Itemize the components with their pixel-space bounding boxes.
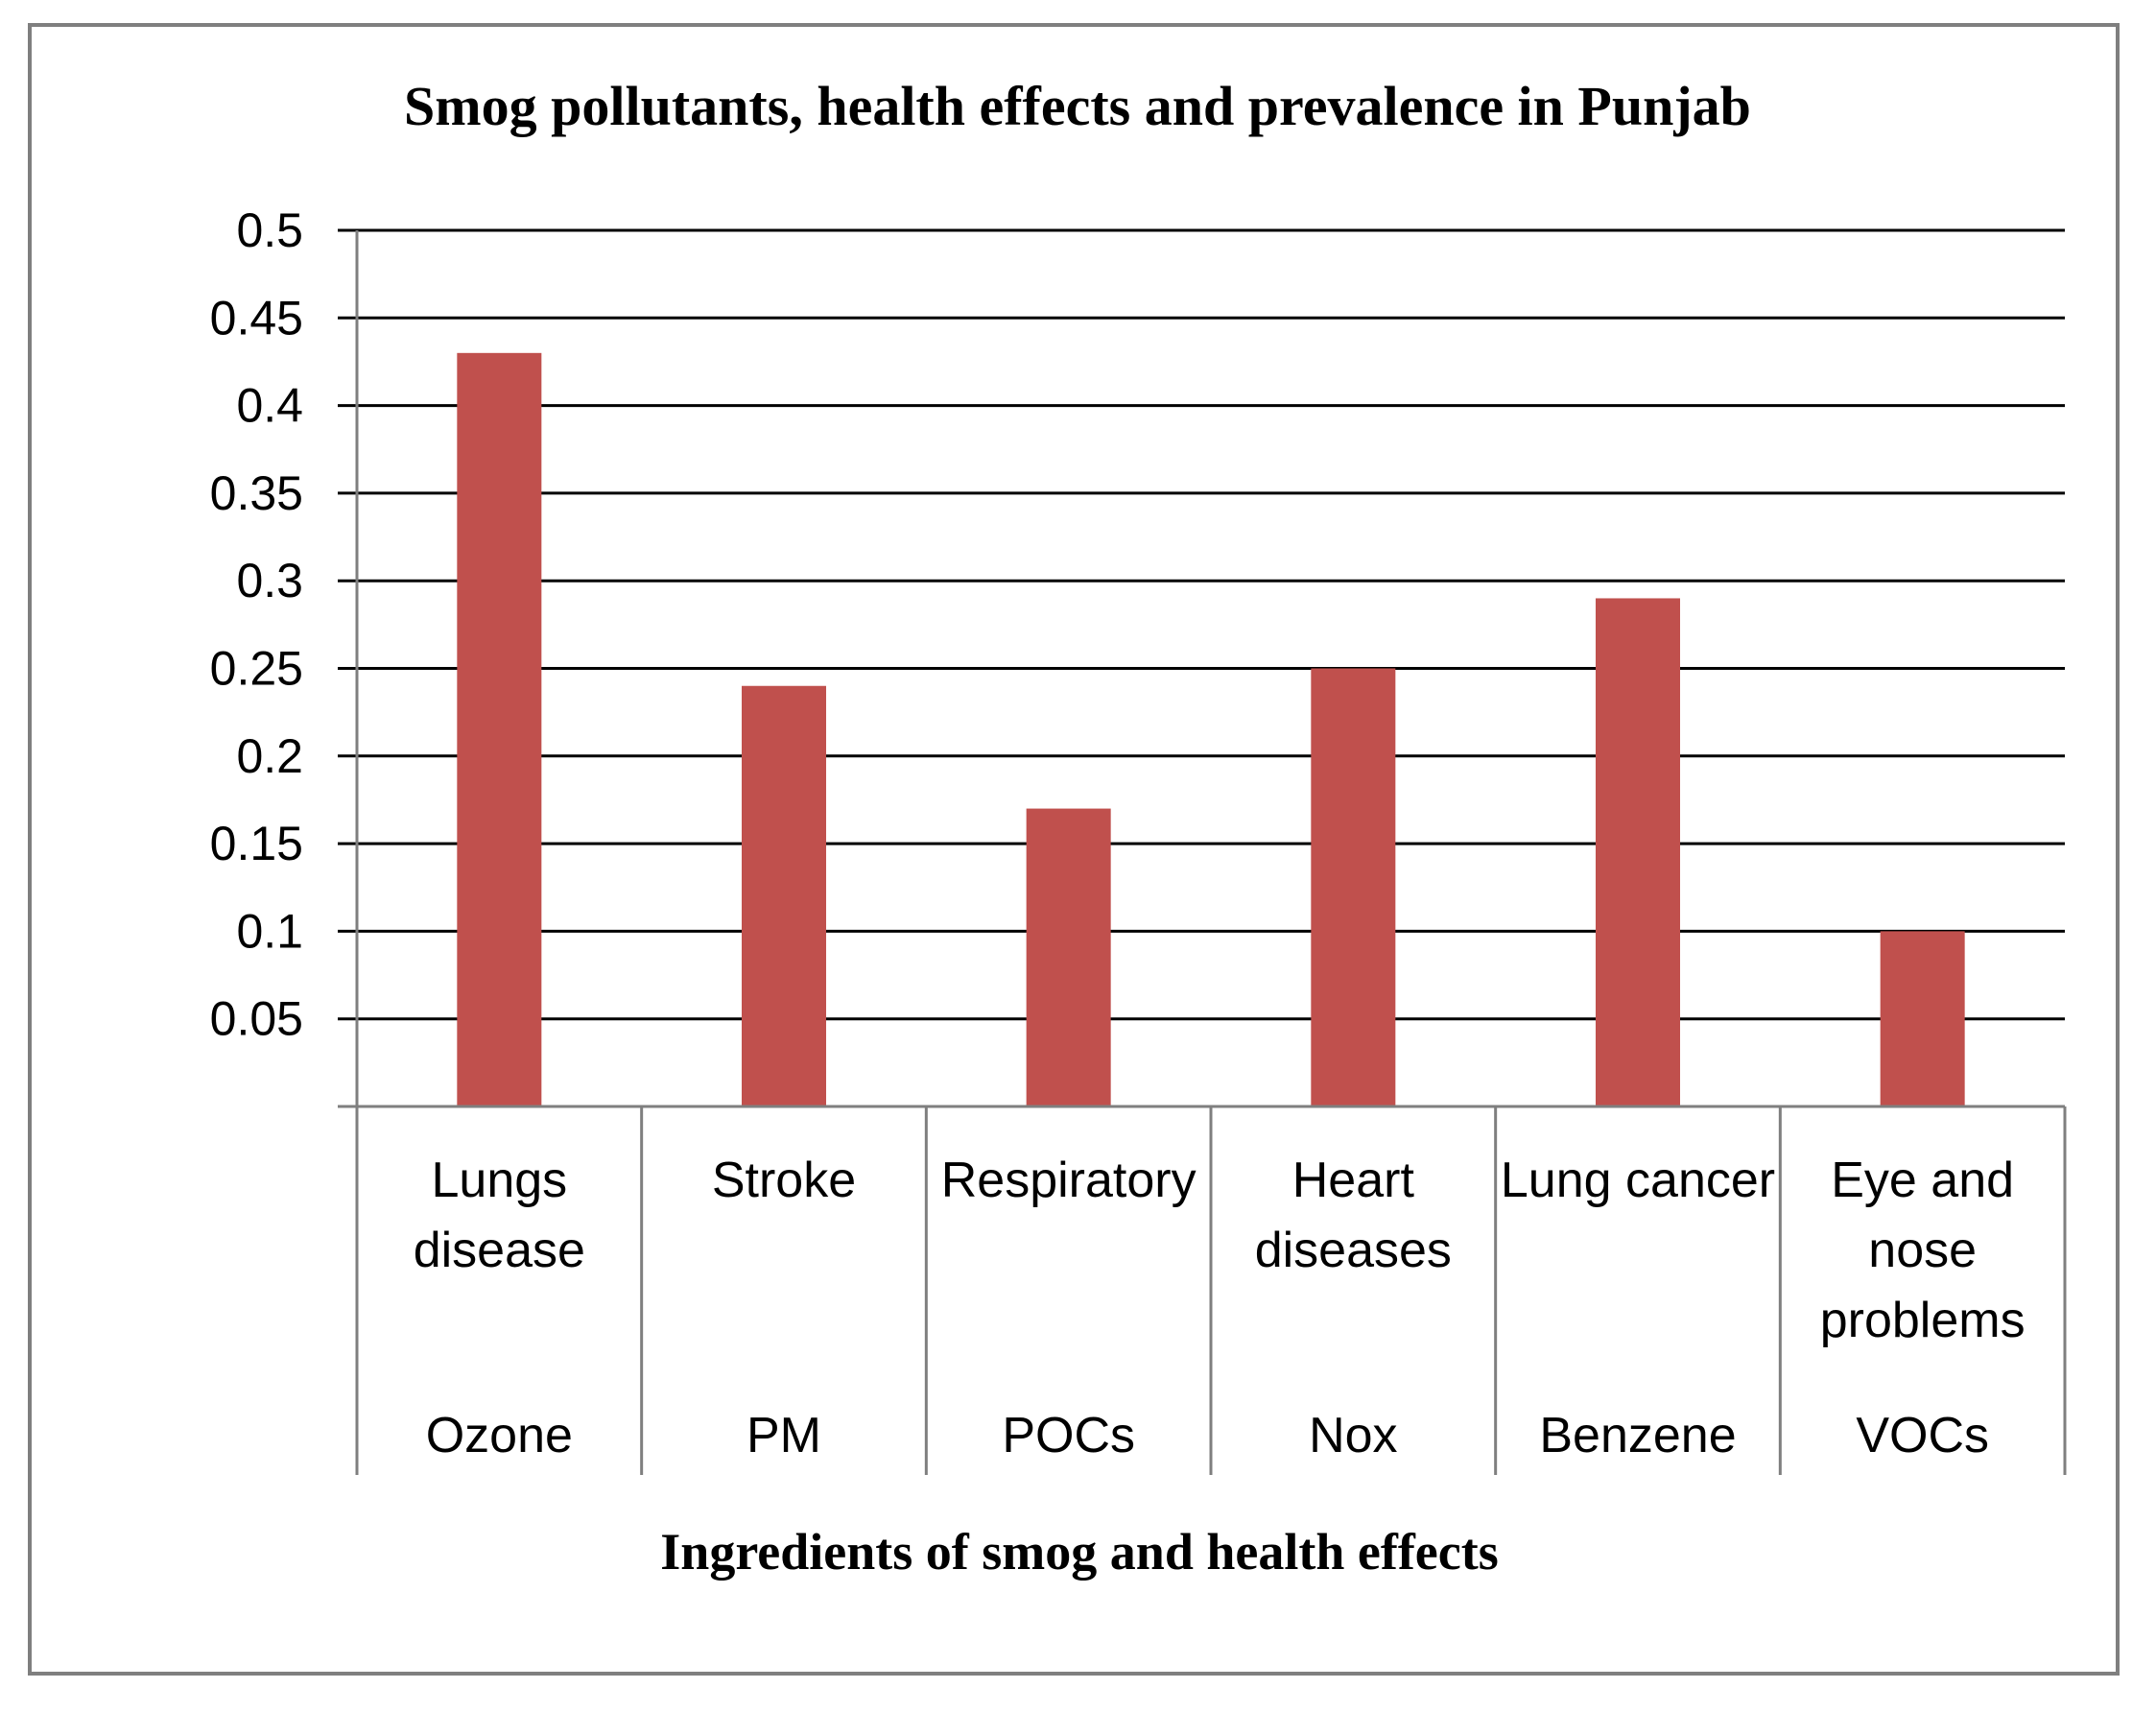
y-tick-label: 0.25 [210,642,303,696]
x-tick-label-pollutant: Nox [1309,1408,1397,1463]
x-axis-title: Ingredients of smog and health effects [660,1523,1498,1581]
y-tick-label: 0.15 [210,817,303,870]
x-tick-label-pollutant: Benzene [1539,1408,1736,1463]
gridlines [338,228,2065,1021]
x-tick-label-effect: Stroke [712,1153,856,1208]
bar [742,685,826,1106]
bar [1880,931,1965,1106]
axes [338,230,2067,1475]
x-tick-label-effect: Heart [1292,1153,1415,1208]
bar [1311,668,1396,1106]
x-tick-label-pollutant: VOCs [1856,1408,1989,1463]
y-tick-label: 0.5 [236,203,303,257]
x-tick-label-effect: Lungs [431,1153,567,1208]
bars [457,352,1965,1106]
x-tick-label-effect: Eye and [1831,1153,2014,1208]
bar [1596,598,1680,1106]
y-tick-labels: 0.05 0.1 0.15 0.2 0.25 0.3 0.35 0.4 0.45 0.5 [210,203,303,1046]
x-tick-label-effect: disease [414,1223,585,1278]
y-tick-label: 0.45 [210,291,303,345]
x-tick-label-effect: problems [1820,1293,2026,1348]
bar [457,352,542,1106]
y-tick-label: 0.4 [236,379,303,433]
y-tick-label: 0.3 [236,554,303,607]
y-tick-label: 0.2 [236,729,303,783]
x-tick-label-effect: diseases [1255,1223,1452,1278]
bar [1026,808,1111,1106]
x-tick-label-effect: nose [1868,1223,1977,1278]
y-tick-label: 0.1 [236,904,303,958]
x-tick-label-pollutant: Ozone [426,1408,573,1463]
x-tick-label-effect: Lung cancer [1501,1153,1775,1208]
x-category-labels: Lungs disease Ozone Stroke PM Respiratory POCs… [414,1153,2026,1463]
x-tick-label-pollutant: PM [746,1408,821,1463]
chart-title: Smog pollutants, health effects and prev… [404,75,1751,137]
y-tick-label: 0.05 [210,992,303,1046]
x-tick-label-effect: Respiratory [941,1153,1196,1208]
x-tick-label-pollutant: POCs [1002,1408,1135,1463]
y-tick-label: 0.35 [210,466,303,520]
